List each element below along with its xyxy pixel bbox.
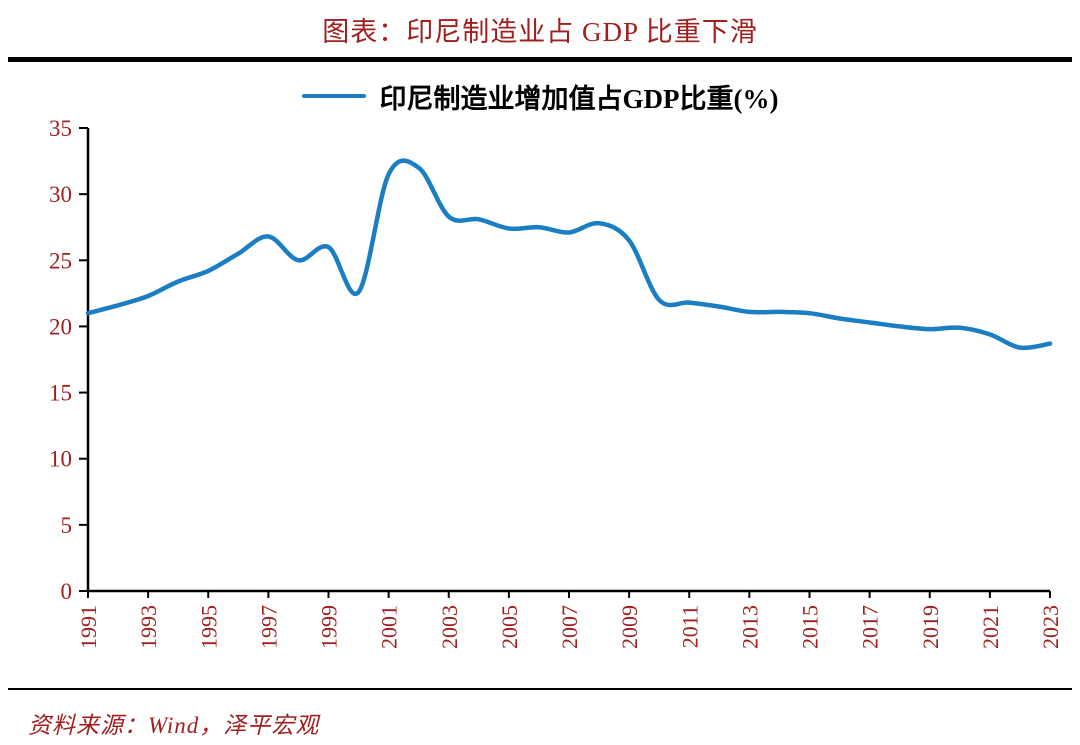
chart-title: 图表：印尼制造业占 GDP 比重下滑 <box>322 17 758 47</box>
line-chart: 0 5 10 15 20 25 30 35 1991 1993 1995 1997 1999 2001 20… <box>49 116 1063 649</box>
x-tick-label: 2009 <box>617 605 642 649</box>
plot-area: 0 5 10 15 20 25 30 35 1991 1993 1995 1997 1999 2001 20… <box>0 116 1080 676</box>
y-tick-label: 5 <box>61 513 73 538</box>
x-tick-label: 2001 <box>377 605 402 649</box>
x-tick-label: 2023 <box>1038 605 1063 649</box>
x-tick-label: 2005 <box>497 605 522 649</box>
y-tick-label: 20 <box>49 314 72 339</box>
x-tick-label: 1995 <box>196 605 221 649</box>
x-tick-label: 2007 <box>557 605 582 649</box>
legend-label: 印尼制造业增加值占GDP比重(%) <box>379 83 779 114</box>
x-tick-label: 2019 <box>918 605 943 649</box>
x-tick-label: 2021 <box>978 605 1003 649</box>
y-tick-label: 15 <box>49 381 72 406</box>
title-divider <box>8 57 1072 62</box>
x-tick-label: 1993 <box>136 605 161 649</box>
x-tick-label: 2011 <box>677 605 702 648</box>
x-tick-label: 1991 <box>76 605 101 649</box>
y-tick-label: 35 <box>49 116 72 141</box>
x-tick-label: 2017 <box>858 605 883 649</box>
data-line <box>85 158 1053 351</box>
y-tick-label: 25 <box>49 248 72 273</box>
axes <box>86 128 1050 593</box>
legend: 印尼制造业增加值占GDP比重(%) <box>0 78 1080 114</box>
source-note: 资料来源：Wind，泽平宏观 <box>28 713 320 738</box>
y-tick-label: 0 <box>61 579 73 604</box>
y-tick-label: 10 <box>49 447 72 472</box>
x-tick-label: 2015 <box>798 605 823 649</box>
x-tick-label: 1997 <box>256 605 281 649</box>
x-tick-label: 1999 <box>317 605 342 649</box>
x-tick-label: 2013 <box>737 605 762 649</box>
y-tick-label: 30 <box>49 182 72 207</box>
footer-divider <box>8 688 1072 690</box>
x-tick-label: 2003 <box>437 605 462 649</box>
legend-line-swatch <box>301 94 366 98</box>
